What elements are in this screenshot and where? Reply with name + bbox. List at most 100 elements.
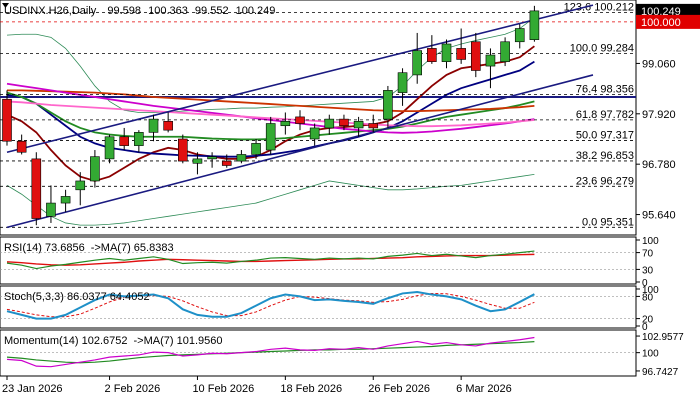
candle-body xyxy=(456,48,466,60)
level-100-box xyxy=(636,14,700,29)
momentum-ma-line xyxy=(6,341,535,364)
candle-body xyxy=(236,154,247,162)
candle-body xyxy=(295,116,305,124)
time-tick-label: 26 Feb 2026 xyxy=(368,383,430,395)
fib-level-label: 100.0 99.284 xyxy=(570,43,634,55)
candle-body xyxy=(134,132,144,146)
indicator-tick-label: 96.7427 xyxy=(642,367,679,378)
candle-body xyxy=(16,140,27,153)
candle-body xyxy=(192,158,203,164)
momentum-label: Momentum(14) 102.6752 ->MA(7) 101.9560 xyxy=(4,335,222,347)
stoch-panel xyxy=(0,285,637,329)
candle-body xyxy=(485,54,496,67)
rsi-lines: 100 70 30 0 xyxy=(0,236,659,289)
stoch-label: Stoch(5,3,3) 86.0377 64.4052 xyxy=(4,291,150,303)
time-tick-label: 6 Mar 2026 xyxy=(456,383,512,395)
price-panel xyxy=(0,0,637,236)
level-100-text: 100.000 xyxy=(641,17,681,29)
fib-level-label: 61.8 97.782 xyxy=(576,109,634,121)
candle-body xyxy=(75,180,86,191)
candle-body xyxy=(397,72,408,93)
instrument-label: USDINX.H26 xyxy=(4,5,69,17)
candle-body xyxy=(148,118,159,133)
fib-level-label: 76.4 98.356 xyxy=(576,84,634,96)
candle-body xyxy=(178,138,188,162)
fibonacci-levels: 123.6 100.212 100.0 99.284 76.4 98.356 61.8… xyxy=(0,2,636,228)
chart-header: USDINX.H26,Daily 99.598 100.363 99.552 1… xyxy=(4,5,275,17)
candle-body xyxy=(280,121,291,127)
time-axis: 23 Jan 2026 2 Feb 2026 10 Feb 2026 18 Feb 2… xyxy=(2,376,512,395)
rsi-label: RSI(14) 73.6856 ->MA(7) 65.8383 xyxy=(4,242,174,254)
candle-body xyxy=(529,10,540,40)
close-value: 100.249 xyxy=(236,5,276,17)
rsi-panel xyxy=(0,236,637,285)
channel-line xyxy=(6,4,594,154)
last-price-box xyxy=(636,3,700,18)
candle-body xyxy=(427,48,437,62)
rsi-ma-line xyxy=(6,253,535,266)
time-tick-label: 10 Feb 2026 xyxy=(192,383,254,395)
candle-body xyxy=(2,98,12,142)
indicator-tick-label: 100 xyxy=(642,236,659,247)
price-tick-label: 99.060 xyxy=(642,58,676,70)
fib-level-label: 23.6 96.279 xyxy=(576,175,634,187)
candle-body xyxy=(163,121,173,131)
indicator-tick-label: 100 xyxy=(642,349,659,360)
candle-body xyxy=(46,202,56,217)
candle-body xyxy=(309,127,320,140)
candle-body xyxy=(207,156,217,160)
candle-body xyxy=(368,123,379,129)
price-tick-label: 95.640 xyxy=(642,210,676,222)
last-price-text: 100.249 xyxy=(641,6,681,18)
candle-body xyxy=(353,121,364,129)
candle-body xyxy=(265,123,276,151)
candle-body xyxy=(324,118,335,129)
momentum-line xyxy=(6,336,535,368)
fib-level-label: 123.6 100.212 xyxy=(564,2,634,14)
stoch-d-line xyxy=(6,292,535,318)
candle-body xyxy=(339,118,349,127)
trend-channel xyxy=(6,4,594,229)
price-tick-label: 97.920 xyxy=(642,109,676,121)
candlesticks xyxy=(2,5,540,226)
candle-body xyxy=(441,43,452,62)
price-tick-label: 96.780 xyxy=(642,159,676,171)
dropdown-triangle-icon[interactable] xyxy=(2,3,9,8)
fib-level-label: 50.0 97.317 xyxy=(576,129,634,141)
candle-body xyxy=(31,158,42,219)
time-tick-label: 23 Jan 2026 xyxy=(2,383,63,395)
candle-body xyxy=(60,196,71,204)
indicator-tick-label: 30 xyxy=(642,265,654,276)
indicator-tick-label: 100 xyxy=(642,285,659,296)
low-value: 99.552 xyxy=(195,5,229,17)
indicator-tick-label: 70 xyxy=(642,249,654,260)
open-value: 99.598 xyxy=(107,5,141,17)
moving-average-line xyxy=(7,89,535,113)
candle-body xyxy=(500,41,510,62)
candle-body xyxy=(90,156,100,182)
indicator-tick-label: 0 xyxy=(642,322,648,333)
channel-line xyxy=(6,74,594,229)
candle-body xyxy=(104,136,115,160)
candle-body xyxy=(514,28,525,43)
candle-body xyxy=(251,143,261,155)
rsi-line xyxy=(6,250,535,270)
momentum-lines: 102.9577 100 96.7427 xyxy=(0,332,684,378)
indicator-tick-label: 0 xyxy=(642,278,648,289)
timeframe-label: Daily xyxy=(72,5,97,17)
fib-level-label: 0.0 95.351 xyxy=(582,216,634,228)
candle-body xyxy=(383,90,393,120)
candle-body xyxy=(221,160,232,166)
time-tick-label: 18 Feb 2026 xyxy=(280,383,342,395)
candle-body xyxy=(412,50,423,76)
candle-body xyxy=(470,41,481,71)
stoch-k-line xyxy=(6,290,535,320)
indicator-tick-label: 102.9577 xyxy=(642,332,684,343)
high-value: 100.363 xyxy=(148,5,188,17)
indicator-tick-label: 20 xyxy=(642,315,654,326)
time-tick-label: 2 Feb 2026 xyxy=(105,383,161,395)
indicator-tick-label: 80 xyxy=(642,292,654,303)
candle-body xyxy=(119,136,129,146)
